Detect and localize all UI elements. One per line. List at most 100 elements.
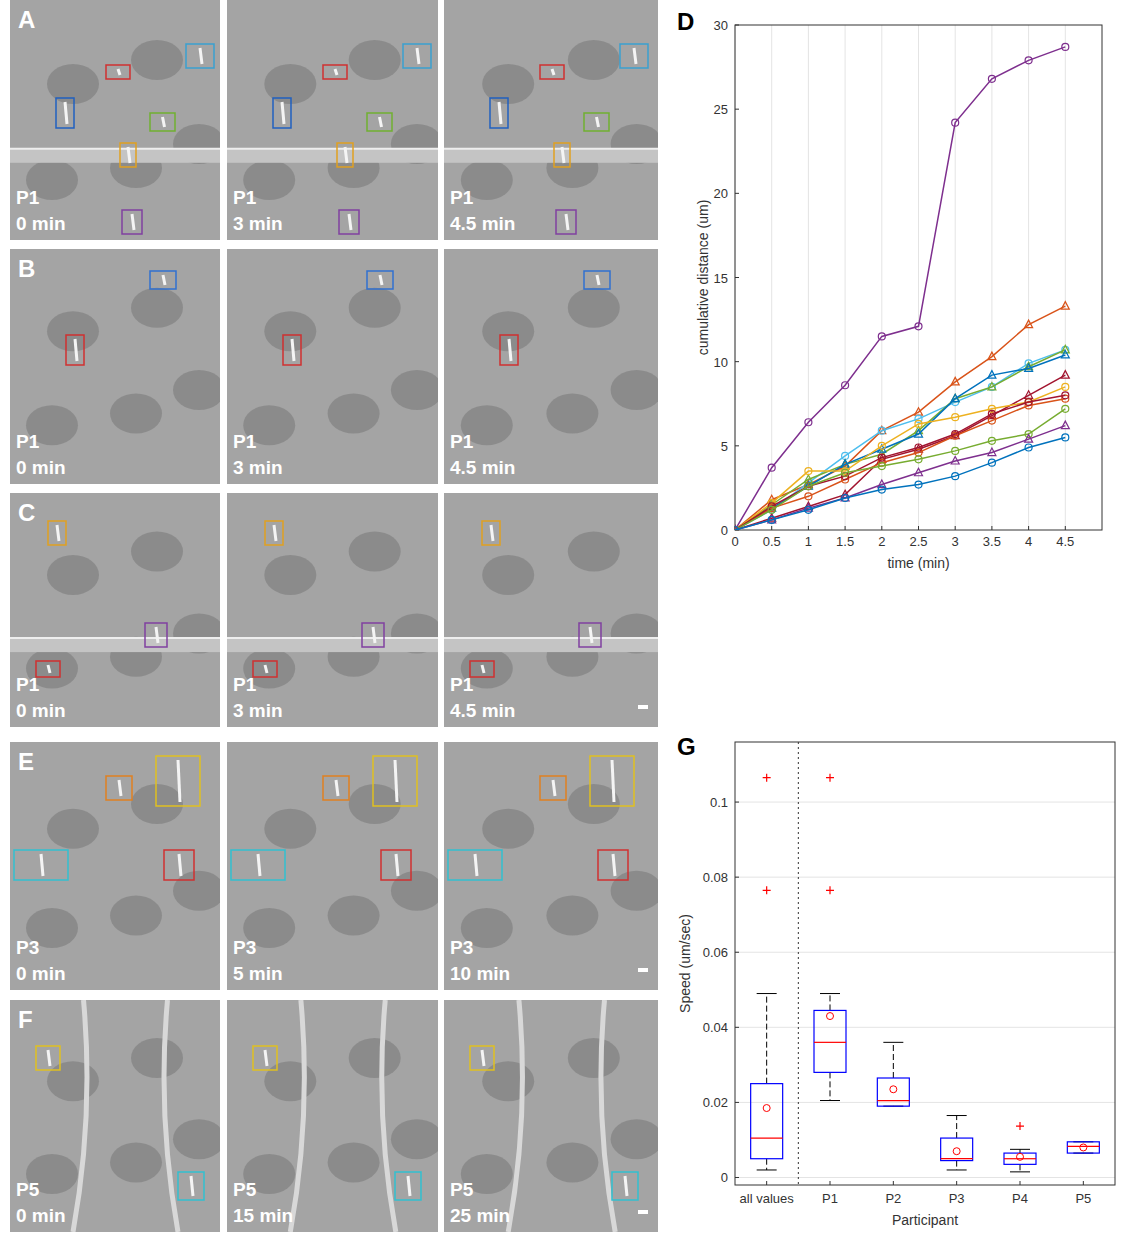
panel-letter: G [677,733,696,760]
grid-line [918,25,919,530]
panel-letter: B [18,255,35,282]
tracking-box [145,623,167,647]
cell [634,48,636,64]
cell [282,102,284,124]
tick-label: 0 [731,534,738,549]
marker [915,444,922,451]
marker [988,410,995,417]
image-background [10,249,220,484]
marker [1062,434,1069,441]
tracking-box [598,850,628,880]
cell [396,854,398,876]
axis-frame [735,25,1102,530]
image-texture [349,784,401,824]
tick-label: P4 [1012,1191,1028,1206]
tick-label: all values [740,1191,795,1206]
tracking-box [556,210,576,234]
cell [128,147,130,163]
whisker-cap [757,993,777,994]
cell [265,665,267,673]
time-label: 5 min [233,963,283,984]
marker [805,483,812,490]
marker [915,420,922,427]
cell [274,525,276,541]
image-frame [227,249,438,484]
image-texture [131,288,183,328]
whisker [830,1072,831,1100]
tick [881,526,882,530]
whisker [893,1042,894,1078]
image-background [227,0,438,240]
image-vessel [290,1000,304,1232]
mean [953,1148,960,1155]
tracking-box [120,143,136,167]
cell [336,780,338,796]
tick-label: 20 [714,186,728,201]
cell [509,339,511,361]
image-frame [227,493,438,727]
marker [915,456,922,463]
marker [735,527,739,531]
line [735,47,1065,530]
time-label: 3 min [233,213,283,234]
marker [1061,345,1069,353]
image-vessel [508,1000,522,1232]
image-vessel [164,1000,178,1232]
grid-line [735,1102,1115,1103]
image-texture [568,40,620,80]
image-frame [444,249,658,484]
tracking-box [106,65,130,79]
tracking-box [540,776,566,800]
image-background [444,742,658,990]
grid-line [1028,25,1029,530]
whisker [766,994,767,1084]
marker [1061,371,1069,379]
image-frame [444,742,658,990]
median [1067,1146,1099,1147]
image-texture [328,1142,380,1182]
cell [191,1176,193,1196]
marker [842,452,849,459]
tracking-box [470,661,494,677]
separator [798,742,799,1185]
outlier [1016,1122,1024,1130]
cell [48,665,50,673]
tracking-box [448,850,502,880]
marker [988,382,996,390]
panel-letter: C [18,499,35,526]
marker [1062,392,1069,399]
tick [735,952,739,953]
image-texture [264,809,316,849]
image-vessel [227,637,438,639]
marker [952,431,959,438]
tick-label: P3 [949,1191,965,1206]
marker [1025,399,1032,406]
cell [380,275,382,285]
marker [1025,320,1033,328]
plot-area [735,25,1102,530]
image-background [444,1000,658,1232]
image-texture [131,1038,183,1078]
image-texture [173,871,220,911]
tracking-box [14,850,68,880]
tick-label: 0.08 [703,870,728,885]
scale-bar [638,1210,648,1214]
plot-marks [751,774,1100,1172]
time-label: 3 min [233,700,283,721]
participant-label: P5 [16,1179,40,1200]
participant-label: P3 [233,937,256,958]
tick [735,193,739,194]
image-frame [444,1000,658,1232]
tick [830,1181,831,1185]
tick [771,526,772,530]
tick [735,1177,739,1178]
cell [566,214,568,230]
tracking-box [367,113,392,131]
outlier [763,886,771,894]
plot-marks [735,43,1069,530]
tick-label: 0.06 [703,945,728,960]
cell [345,147,347,163]
cell [179,854,181,876]
participant-label: P3 [450,937,473,958]
image-background [227,493,438,727]
